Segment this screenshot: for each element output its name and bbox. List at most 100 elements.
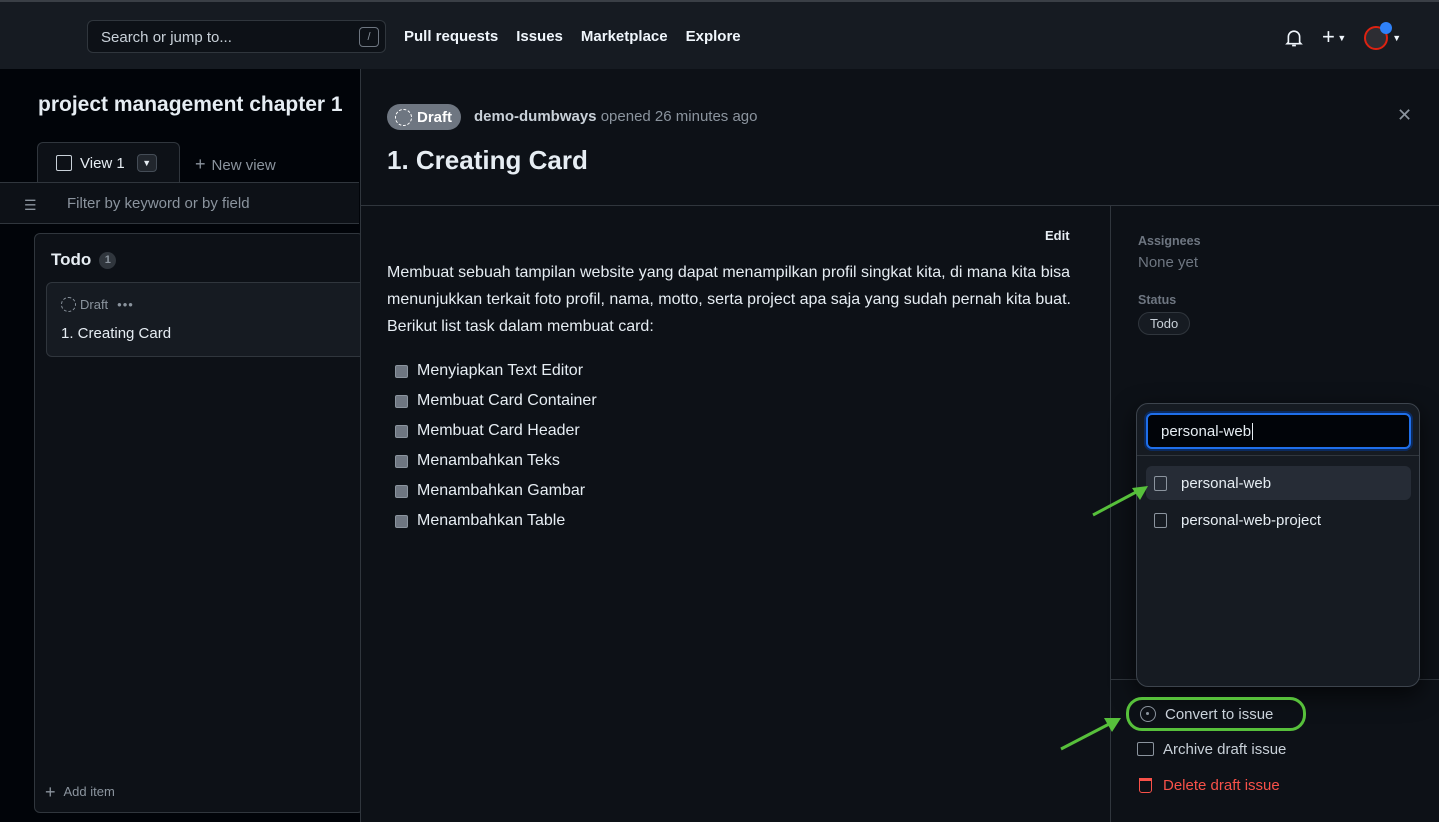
notification-dot-icon	[1380, 22, 1393, 34]
plus-icon: +	[45, 782, 56, 802]
nav-marketplace[interactable]: Marketplace	[580, 28, 668, 45]
board-icon	[56, 155, 72, 171]
archive-label: Archive draft issue	[1163, 740, 1287, 758]
assignees-label: Assignees	[1138, 234, 1201, 248]
more-options-icon[interactable]: •••	[117, 297, 134, 312]
column-header: Todo 1	[51, 250, 117, 270]
nav-pull-requests[interactable]: Pull requests	[404, 28, 499, 45]
task-item: Membuat Card Container	[395, 386, 597, 416]
repository-option-label: personal-web	[1181, 474, 1272, 492]
task-label: Menambahkan Table	[417, 512, 566, 529]
card-title: 1. Creating Card	[61, 325, 172, 342]
repository-option[interactable]: personal-web-project	[1146, 503, 1411, 537]
task-label: Membuat Card Header	[417, 422, 580, 439]
task-checkbox[interactable]	[395, 424, 408, 438]
annotation-arrow-icon	[1060, 718, 1121, 751]
task-item: Menambahkan Table	[395, 506, 597, 536]
issue-panel: Draft demo-dumbways opened 26 minutes ag…	[360, 69, 1439, 822]
task-item: Menambahkan Teks	[395, 446, 597, 476]
task-item: Menyiapkan Text Editor	[395, 356, 597, 386]
add-item-button[interactable]: + Add item	[45, 782, 115, 803]
task-item: Membuat Card Header	[395, 416, 597, 446]
task-label: Menambahkan Gambar	[417, 482, 586, 499]
top-header: Search or jump to... / Pull requests Issu…	[0, 0, 1439, 69]
badge-label: Draft	[417, 108, 453, 126]
divider	[1137, 455, 1419, 456]
issue-meta: demo-dumbways opened 26 minutes ago	[474, 108, 758, 125]
column-name: Todo	[51, 250, 92, 269]
opened-time: opened 26 minutes ago	[600, 108, 758, 125]
task-list: Menyiapkan Text Editor Membuat Card Cont…	[395, 356, 597, 536]
card-type: Draft •••	[61, 297, 134, 312]
author-link[interactable]: demo-dumbways	[474, 108, 597, 125]
task-label: Menyiapkan Text Editor	[417, 362, 584, 379]
assignees-value[interactable]: None yet	[1138, 254, 1199, 271]
task-checkbox[interactable]	[395, 514, 408, 528]
task-item: Menambahkan Gambar	[395, 476, 597, 506]
task-checkbox[interactable]	[395, 484, 408, 498]
project-title: project management chapter 1	[38, 93, 343, 116]
new-view-button[interactable]: + New view	[195, 154, 276, 175]
status-badge[interactable]: Todo	[1138, 312, 1191, 335]
column-todo: Todo 1 Draft ••• 1. Creating Card + Add ite…	[34, 233, 366, 813]
draft-icon	[395, 108, 412, 126]
search-placeholder: Search or jump to...	[101, 29, 232, 46]
repository-picker: personal-web personal-web personal-web-p…	[1136, 403, 1420, 687]
avatar-chevron-down-icon[interactable]: ▼	[1392, 33, 1402, 43]
archive-draft-button[interactable]: Archive draft issue	[1126, 731, 1306, 767]
search-input[interactable]: Search or jump to... /	[87, 20, 386, 53]
issue-body: Membuat sebuah tampilan website yang dap…	[387, 264, 1071, 335]
filter-input[interactable]: ☰ Filter by keyword or by field	[0, 182, 359, 224]
delete-label: Delete draft issue	[1163, 776, 1280, 794]
divider	[361, 205, 1439, 206]
repository-search-value: personal-web	[1161, 423, 1252, 440]
close-icon[interactable]: ✕	[1397, 105, 1413, 125]
draft-icon	[61, 297, 76, 312]
avatar[interactable]	[1364, 22, 1393, 50]
task-label: Membuat Card Container	[417, 392, 597, 409]
issue-title: 1. Creating Card	[387, 145, 588, 175]
header-actions: + ▼ ▼	[1284, 22, 1402, 50]
github-logo-icon[interactable]	[34, 21, 70, 57]
archive-icon	[1137, 742, 1154, 756]
plus-icon: +	[195, 154, 206, 174]
filter-icon: ☰	[24, 197, 37, 213]
annotation-arrow-icon	[1092, 486, 1148, 517]
view-options-dropdown-icon[interactable]: ▼	[136, 154, 157, 172]
tab-view-1[interactable]: View 1 ▼	[37, 142, 180, 183]
create-new-plus-icon[interactable]: + ▼	[1322, 24, 1347, 50]
slash-key-hint: /	[359, 27, 379, 47]
project-board: project management chapter 1 View 1 ▼ + N…	[0, 69, 366, 822]
card-type-label: Draft	[80, 297, 109, 312]
task-checkbox[interactable]	[395, 364, 408, 378]
nav-explore[interactable]: Explore	[685, 28, 741, 45]
tab-label: View 1	[80, 154, 125, 172]
column-count: 1	[99, 252, 117, 270]
trash-icon	[1139, 777, 1152, 793]
draft-actions: Convert to issue Archive draft issue Del…	[1126, 697, 1306, 803]
convert-to-issue-button[interactable]: Convert to issue	[1126, 697, 1306, 731]
new-view-label: New view	[211, 157, 276, 174]
repo-icon	[1154, 512, 1167, 528]
convert-label: Convert to issue	[1165, 705, 1274, 723]
repository-option[interactable]: personal-web	[1146, 466, 1411, 500]
edit-button[interactable]: Edit	[1045, 228, 1070, 243]
repository-search-input[interactable]: personal-web	[1146, 413, 1411, 449]
bell-icon[interactable]	[1284, 28, 1304, 48]
task-label: Menambahkan Teks	[417, 452, 560, 469]
repo-icon	[1154, 475, 1167, 491]
task-checkbox[interactable]	[395, 454, 408, 468]
issue-opened-icon	[1140, 706, 1156, 722]
nav-issues[interactable]: Issues	[516, 28, 563, 45]
delete-draft-button[interactable]: Delete draft issue	[1126, 767, 1306, 803]
task-checkbox[interactable]	[395, 394, 408, 408]
status-label: Status	[1138, 293, 1177, 307]
repository-option-label: personal-web-project	[1181, 511, 1322, 529]
main-nav: Pull requests Issues Marketplace Explore	[404, 28, 741, 45]
divider	[1110, 205, 1111, 822]
draft-badge: Draft	[387, 104, 462, 130]
filter-placeholder: Filter by keyword or by field	[67, 195, 250, 212]
issue-sidebar: Assignees None yet Status Todo	[1138, 234, 1201, 335]
add-item-label: Add item	[63, 784, 115, 799]
board-card[interactable]: Draft ••• 1. Creating Card	[46, 282, 366, 357]
